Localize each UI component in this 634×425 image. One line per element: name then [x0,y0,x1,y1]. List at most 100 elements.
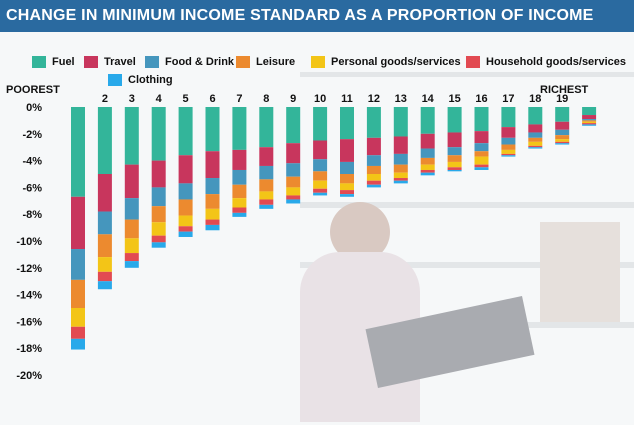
bar-segment-clothing [366,184,381,188]
legend-swatch [84,56,98,68]
bar-segment-food-drink [340,161,354,174]
x-tick-label: 5 [183,93,189,105]
legend-swatch [236,56,250,68]
bar-segment-personal-goods-services [205,208,220,220]
bar-segment-fuel [447,107,462,133]
bar-segment-travel [366,137,381,156]
poorest-label: POOREST [6,84,60,96]
bar-segment-fuel [366,107,381,138]
bar-segment-travel [420,133,435,149]
y-tick-label: -6% [22,182,42,194]
bar-segment-household-goods-services [528,145,543,148]
bar-segment-fuel [205,107,220,152]
x-tick-label: 16 [475,93,487,105]
bar-segment-fuel [555,107,570,122]
bar-segment-household-goods-services [205,219,220,225]
bar-segment-household-goods-services [340,190,354,195]
shelf [300,262,634,268]
legend-swatch [145,56,159,68]
bar-segment-personal-goods-services [420,164,435,170]
y-tick-label: -14% [16,290,42,302]
bar-segment-leisure [97,234,112,258]
bar-segment-travel [393,136,408,154]
bar-segment-personal-goods-services [474,156,489,165]
bar-segment-clothing [97,281,112,290]
y-tick-label: -20% [16,370,42,382]
bar-segment-food-drink [151,187,166,207]
bar-segment-leisure [124,219,139,239]
chart-title: CHANGE IN MINIMUM INCOME STANDARD AS A P… [0,0,634,32]
bar-segment-clothing [232,212,247,217]
bar-segment-fuel [286,107,301,144]
bar-segment-food-drink [366,155,381,166]
x-tick-label: 18 [529,93,541,105]
bar-segment-personal-goods-services [286,187,301,196]
bar-segment-food-drink [555,129,570,136]
bar-segment-food-drink [286,163,301,177]
bar-segment-clothing [205,224,220,231]
bar-segment-personal-goods-services [151,222,166,236]
bar-segment-household-goods-services [474,164,489,168]
bar-segment-fuel [313,107,328,141]
bar-segment-household-goods-services [393,178,408,181]
bar-segment-clothing [393,180,408,184]
bar-segment-leisure [205,194,220,209]
shelf [480,322,634,328]
legend-label: Fuel [52,56,75,68]
bar-segment-clothing [151,242,166,248]
bar-segment-clothing [528,147,543,149]
bar-segment-food-drink [393,153,408,165]
bar-segment-leisure [313,171,328,181]
legend-label: Leisure [256,56,296,68]
bar-segment-leisure [286,176,301,188]
x-tick-label: 13 [395,93,407,105]
bar-segment-leisure [501,144,516,150]
bar-segment-household-goods-services [286,195,301,200]
bar-segment-clothing [447,169,462,172]
bar-segment-leisure [71,279,85,308]
y-tick-label: -8% [22,209,42,221]
bar-segment-household-goods-services [447,167,462,170]
bar-segment-travel [259,147,274,166]
bar-segment-fuel [232,107,247,150]
bar-segment-household-goods-services [501,153,516,156]
bar-segment-leisure [420,157,435,165]
legend-item-food-drink: Food & Drink [145,56,234,68]
shelf [300,202,634,208]
bar-segment-travel [71,196,85,250]
legend-swatch [311,56,325,68]
bar-segment-fuel [340,107,354,140]
bar-segment-travel [582,115,597,120]
bar-segment-travel [97,174,112,212]
bar-segment-personal-goods-services [393,172,408,179]
bar-segment-personal-goods-services [366,174,381,181]
x-tick-label: 9 [290,93,296,105]
bar-segment-food-drink [501,137,516,145]
bar-segment-leisure [528,137,543,142]
bar-segment-leisure [555,135,570,140]
bar-segment-food-drink [232,169,247,185]
bar-segment-personal-goods-services [313,180,328,189]
bar-segment-personal-goods-services [259,191,274,200]
bar-segment-household-goods-services [555,141,570,144]
bar-segment-leisure [232,184,247,199]
bar-segment-food-drink [71,249,85,280]
y-tick-label: -16% [16,316,42,328]
bar-segment-fuel [97,107,112,174]
bar-segment-travel [313,140,328,160]
bar-segment-food-drink [528,132,543,138]
bar-segment-travel [124,164,139,199]
bar-segment-leisure [366,165,381,174]
shelf-products [540,222,620,322]
bar-segment-clothing [474,167,489,170]
legend: Fuel Travel Food & Drink Leisure Persona… [0,52,634,92]
bar-segment-clothing [313,192,328,196]
bar-segment-clothing [124,261,139,268]
legend-label: Household goods/services [486,56,626,68]
legend-item-travel: Travel [84,56,136,68]
bar-segment-clothing [555,143,570,145]
bar-segment-food-drink [97,211,112,235]
bar-segment-clothing [340,194,354,197]
bar-segment-clothing [259,204,274,209]
bar-segment-personal-goods-services [582,121,597,124]
